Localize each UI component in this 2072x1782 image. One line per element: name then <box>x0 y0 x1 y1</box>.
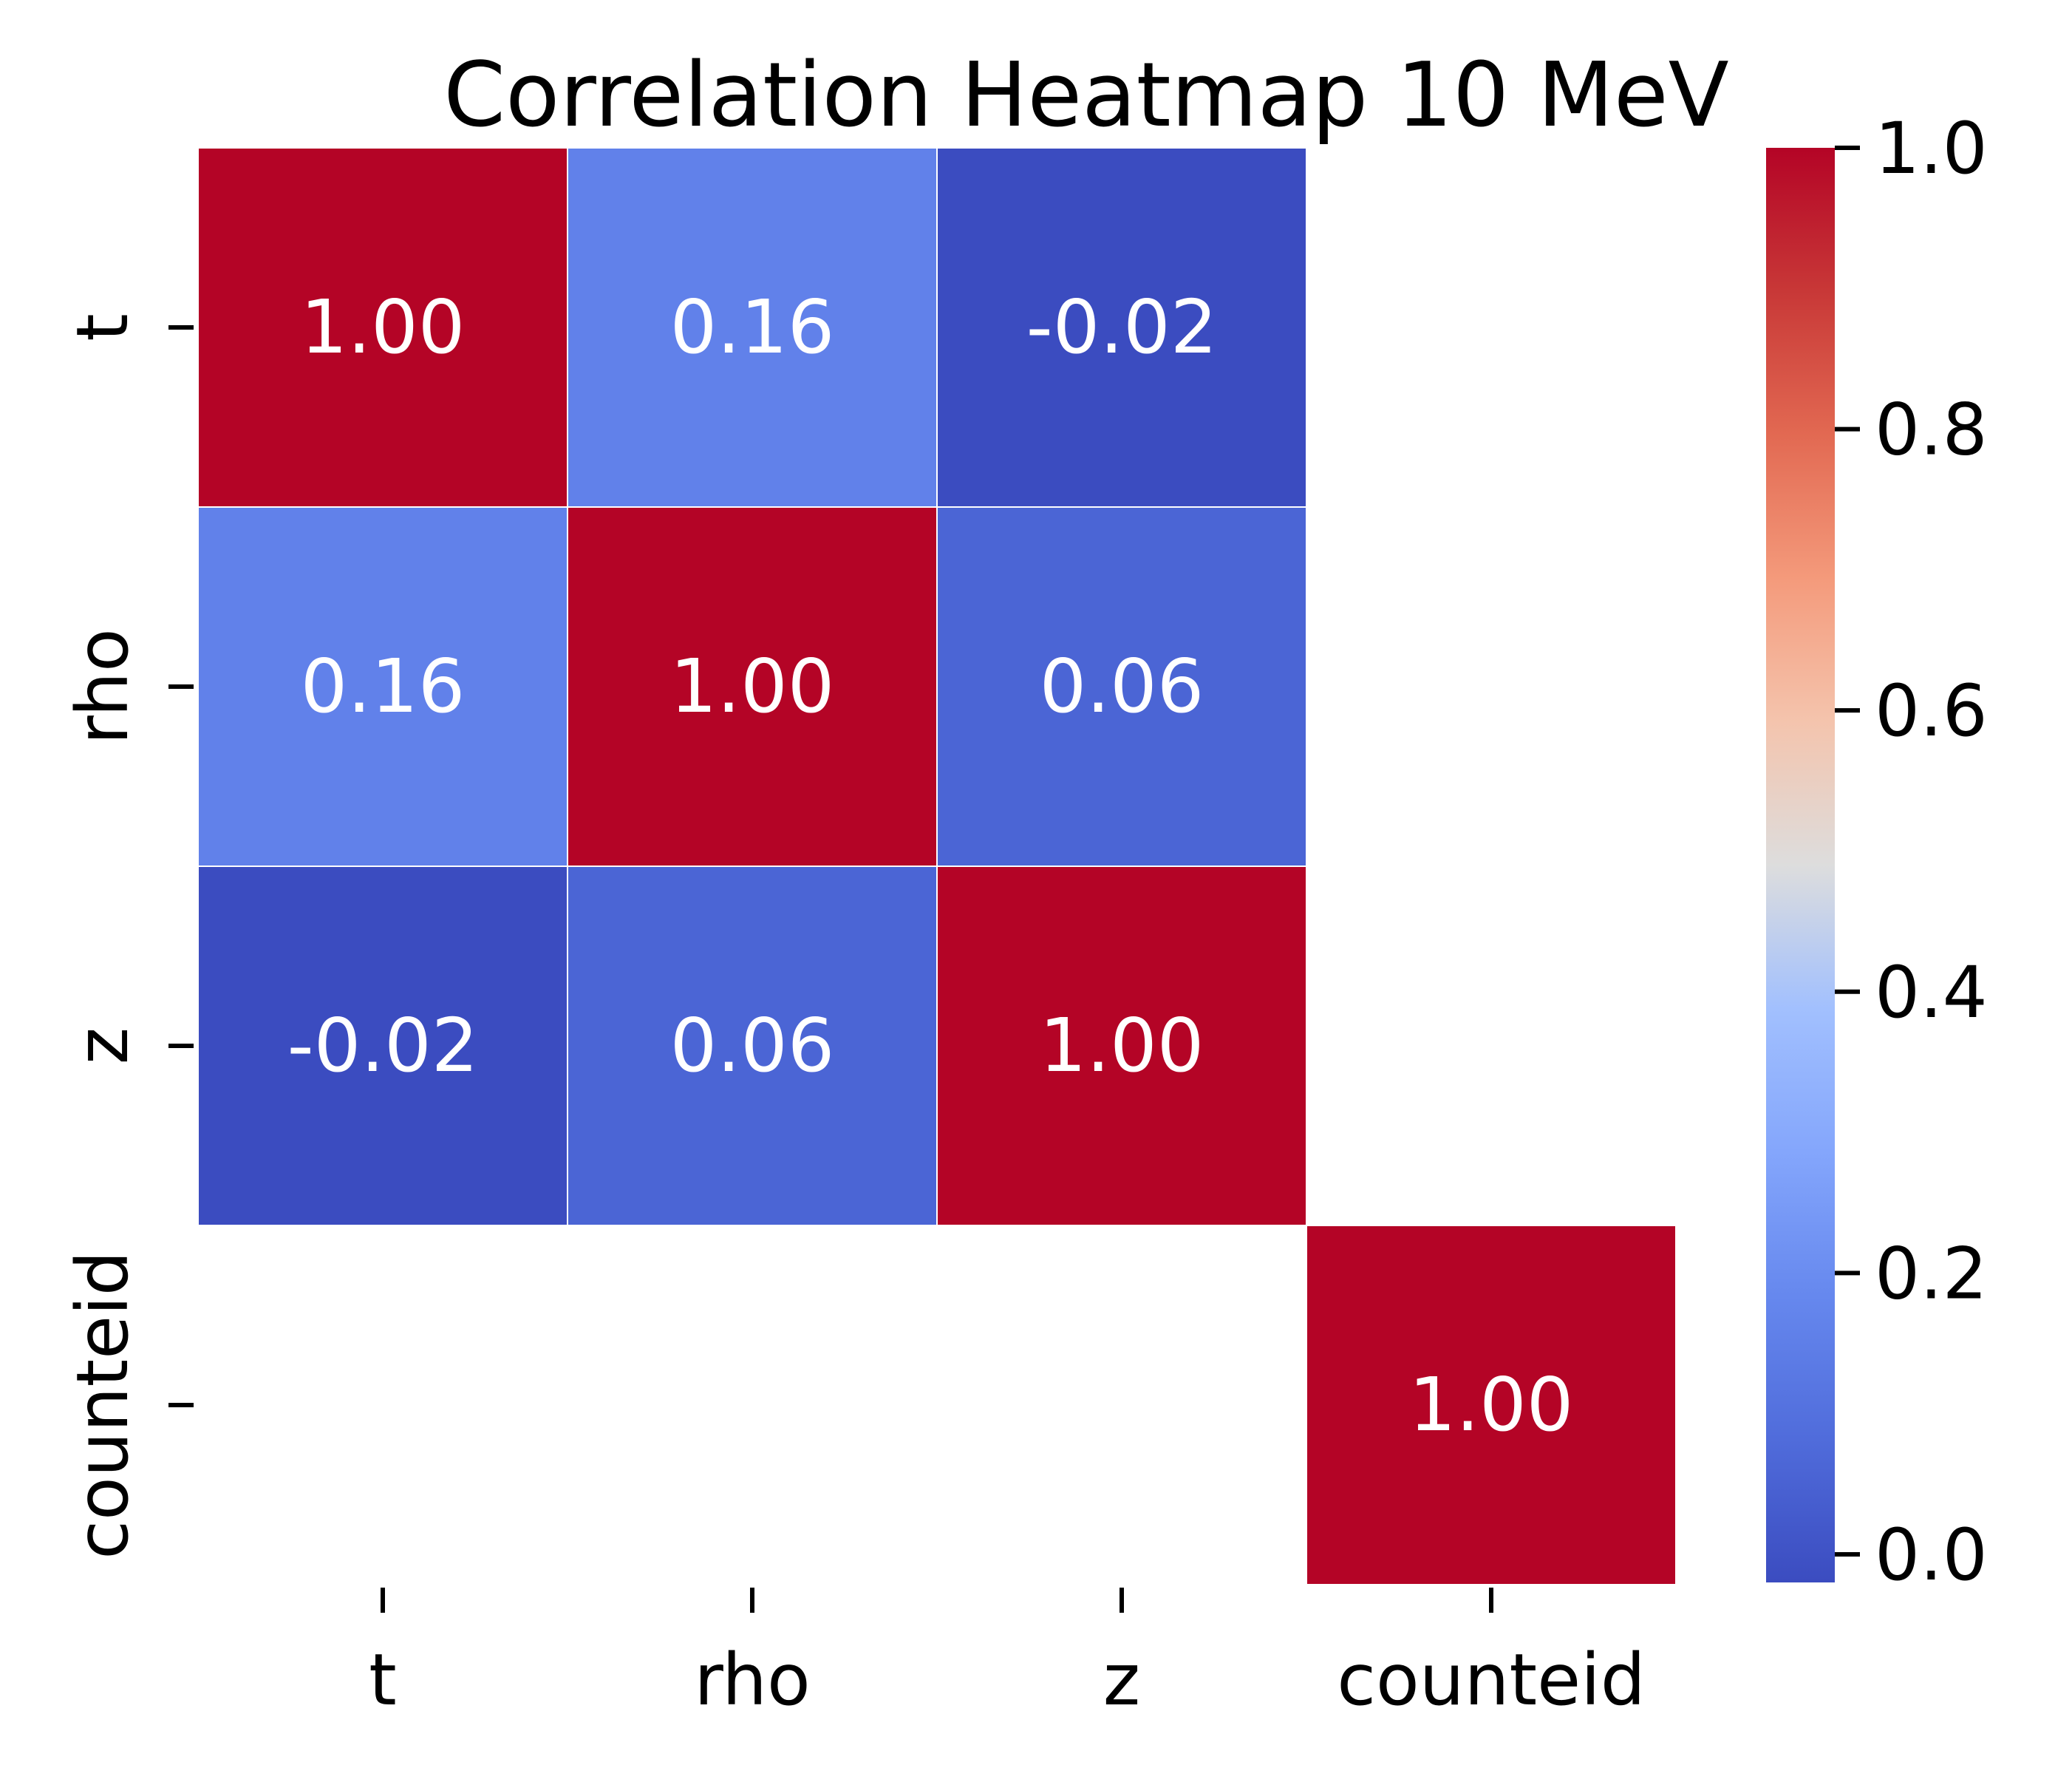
heatmap-cells: 1.00 0.16 -0.02 0.16 1.00 0.06 -0.02 0.06 1.00 1.… <box>197 147 1677 1585</box>
cell-annotation-t-z: -0.02 <box>1026 284 1218 370</box>
colorbar: 0.0 0.2 0.4 0.6 0.8 1.0 <box>1766 107 1988 1596</box>
col-label-counteid: counteid <box>1337 1639 1646 1721</box>
col-label-rho: rho <box>694 1639 810 1721</box>
heatmap-cell-t-rho <box>567 147 938 508</box>
row-tick-labels: t rho z counteid <box>61 313 194 1560</box>
heatmap-cell-t-z <box>936 147 1307 508</box>
cell-annotation-z-z: 1.00 <box>1040 1002 1204 1089</box>
cell-annotation-z-t: -0.02 <box>287 1002 479 1089</box>
colorbar-tick-label-0.4: 0.4 <box>1875 951 1988 1034</box>
cell-annotation-rho-z: 0.06 <box>1040 643 1204 730</box>
heatmap-cell-z-rho <box>567 866 938 1226</box>
heatmap-cell-z-z <box>936 866 1307 1226</box>
cell-annotation-rho-t: 0.16 <box>301 643 466 730</box>
row-label-rho: rho <box>61 628 144 744</box>
row-label-z: z <box>61 1027 144 1064</box>
colorbar-tick-label-1.0: 1.0 <box>1875 107 1988 190</box>
heatmap-cell-rho-z <box>936 506 1307 867</box>
cell-annotation-t-rho: 0.16 <box>670 284 835 370</box>
col-label-t: t <box>369 1639 397 1721</box>
cell-annotation-t-t: 1.00 <box>301 284 466 370</box>
heatmap-cell-counteid-counteid <box>1306 1225 1677 1585</box>
heatmap-cell-rho-rho <box>567 506 938 867</box>
row-label-t: t <box>61 313 144 341</box>
cell-annotation-rho-rho: 1.00 <box>670 643 835 730</box>
heatmap-cell-t-t <box>197 147 568 508</box>
colorbar-tick-label-0.2: 0.2 <box>1875 1232 1988 1315</box>
row-label-counteid: counteid <box>61 1251 144 1560</box>
colorbar-tick-label-0.6: 0.6 <box>1875 670 1988 752</box>
colorbar-gradient <box>1766 148 1835 1582</box>
cell-annotation-counteid-counteid: 1.00 <box>1409 1361 1574 1448</box>
heatmap-cell-z-t <box>197 866 568 1226</box>
chart-title: Correlation Heatmap 10 MeV <box>443 44 1729 147</box>
colorbar-tick-label-0.8: 0.8 <box>1875 389 1988 472</box>
col-tick-labels: t rho z counteid <box>369 1588 1646 1721</box>
cell-annotation-z-rho: 0.06 <box>670 1002 835 1089</box>
colorbar-tick-label-0.0: 0.0 <box>1875 1514 1988 1596</box>
heatmap-cell-rho-t <box>197 506 568 867</box>
col-label-z: z <box>1103 1639 1140 1721</box>
